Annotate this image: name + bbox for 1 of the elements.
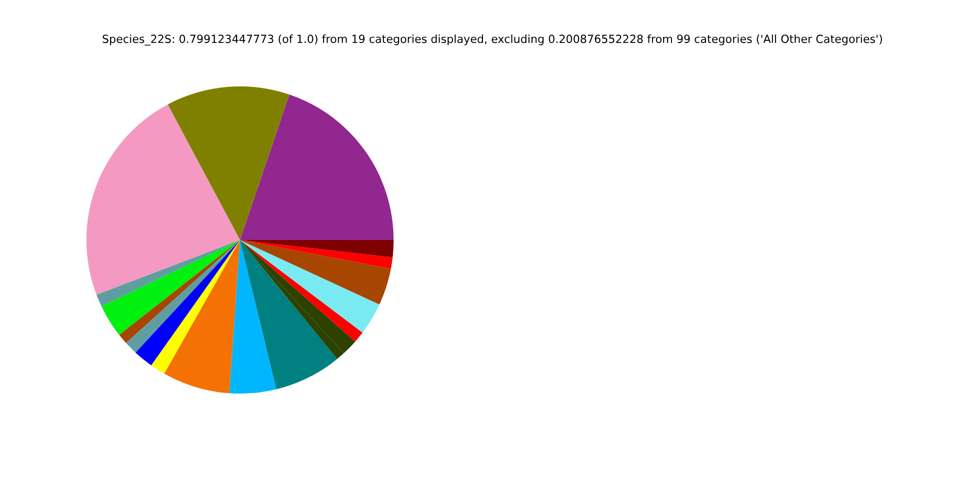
text: Species_22S: 0.799123447773 (of 1.0) from 19 categories displayed, excluding 0.200876552228 from 99 categories ('All Other Categories') [102, 34, 882, 46]
